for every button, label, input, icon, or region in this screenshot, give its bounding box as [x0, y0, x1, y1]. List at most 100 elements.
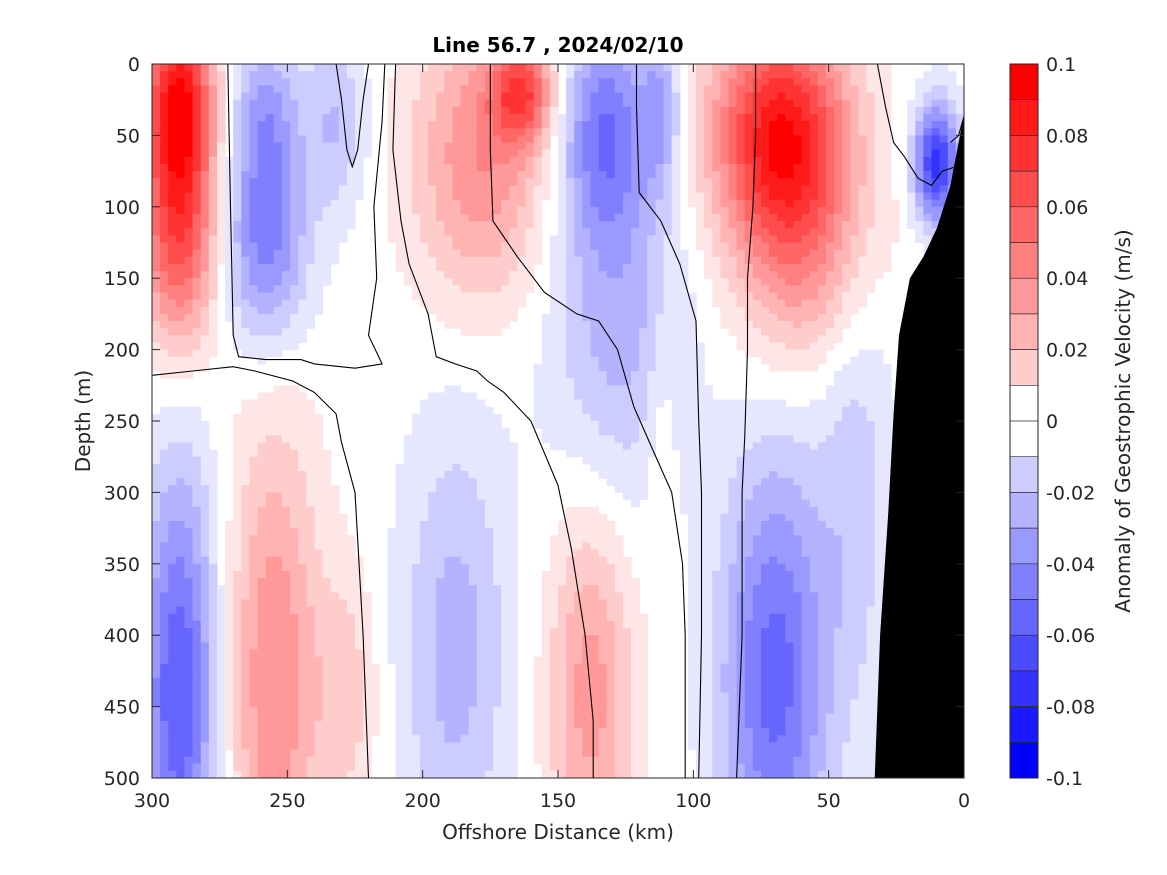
field-cell	[281, 763, 291, 772]
field-cell	[168, 213, 177, 222]
field-cell	[647, 128, 657, 136]
field-cell	[395, 678, 405, 686]
field-cell	[346, 556, 356, 565]
field-cell	[330, 156, 340, 165]
field-cell	[192, 149, 202, 158]
field-cell	[265, 635, 275, 643]
field-cell	[590, 556, 600, 565]
field-cell	[176, 449, 186, 458]
field-cell	[168, 263, 177, 272]
field-cell	[647, 163, 657, 172]
field-cell	[574, 642, 583, 651]
field-cell	[460, 256, 470, 265]
field-cell	[184, 242, 194, 251]
field-cell	[411, 499, 421, 508]
field-cell	[330, 85, 340, 94]
field-cell	[517, 263, 527, 272]
field-cell	[419, 535, 429, 543]
field-cell	[606, 299, 616, 308]
field-cell	[257, 678, 267, 686]
field-cell	[622, 199, 632, 208]
field-cell	[265, 406, 275, 415]
field-cell	[322, 599, 332, 608]
field-cell	[582, 456, 592, 465]
field-cell	[306, 156, 315, 165]
field-cell	[208, 685, 218, 693]
field-cell	[452, 735, 462, 743]
field-cell	[330, 728, 340, 736]
field-cell	[639, 163, 648, 172]
field-cell	[265, 299, 275, 308]
field-cell	[249, 549, 259, 558]
field-cell	[241, 685, 251, 693]
field-cell	[468, 499, 478, 508]
field-cell	[484, 649, 494, 658]
field-cell	[152, 192, 161, 201]
field-cell	[338, 592, 348, 601]
field-cell	[663, 242, 673, 251]
field-cell	[582, 271, 592, 279]
field-cell	[338, 135, 348, 144]
field-cell	[184, 556, 194, 565]
field-cell	[419, 442, 429, 451]
field-cell	[549, 578, 559, 586]
field-cell	[387, 549, 397, 558]
field-cell	[330, 121, 340, 129]
field-cell	[241, 413, 251, 422]
field-cell	[152, 706, 161, 715]
field-cell	[468, 492, 478, 501]
field-cell	[452, 142, 462, 151]
field-cell	[322, 263, 332, 272]
field-cell	[598, 221, 608, 229]
field-cell	[501, 171, 510, 179]
field-cell	[200, 606, 210, 615]
field-cell	[493, 549, 502, 558]
field-cell	[403, 620, 413, 629]
field-cell	[598, 463, 608, 472]
field-cell	[314, 535, 324, 543]
field-cell	[168, 642, 177, 651]
field-cell	[192, 763, 202, 772]
field-cell	[192, 692, 202, 701]
field-cell	[614, 142, 624, 151]
field-cell	[558, 606, 567, 615]
field-cell	[452, 570, 462, 579]
field-cell	[233, 549, 242, 558]
field-cell	[152, 85, 161, 94]
field-cell	[549, 728, 559, 736]
field-cell	[484, 149, 494, 158]
field-cell	[192, 513, 202, 522]
field-cell	[257, 242, 267, 251]
field-cell	[355, 185, 364, 194]
field-cell	[622, 185, 632, 194]
field-cell	[200, 713, 210, 722]
field-cell	[639, 492, 648, 501]
field-cell	[444, 635, 454, 643]
field-cell	[566, 228, 575, 236]
field-cell	[241, 770, 251, 778]
field-cell	[606, 592, 616, 601]
field-cell	[160, 678, 169, 686]
field-cell	[290, 342, 299, 351]
field-cell	[184, 578, 194, 586]
field-cell	[200, 235, 210, 244]
field-cell	[395, 770, 405, 778]
field-cell	[476, 549, 486, 558]
field-cell	[241, 85, 251, 94]
field-cell	[549, 599, 559, 608]
field-cell	[419, 399, 429, 408]
field-cell	[192, 620, 202, 629]
field-cell	[598, 728, 608, 736]
field-cell	[606, 735, 616, 743]
field-cell	[355, 735, 364, 743]
field-cell	[582, 435, 592, 444]
field-cell	[411, 456, 421, 465]
field-cell	[216, 763, 226, 772]
field-cell	[168, 606, 177, 615]
field-cell	[468, 670, 478, 679]
field-cell	[160, 178, 169, 186]
field-cell	[355, 142, 364, 151]
field-cell	[533, 199, 543, 208]
field-cell	[298, 256, 307, 265]
field-cell	[419, 113, 429, 122]
